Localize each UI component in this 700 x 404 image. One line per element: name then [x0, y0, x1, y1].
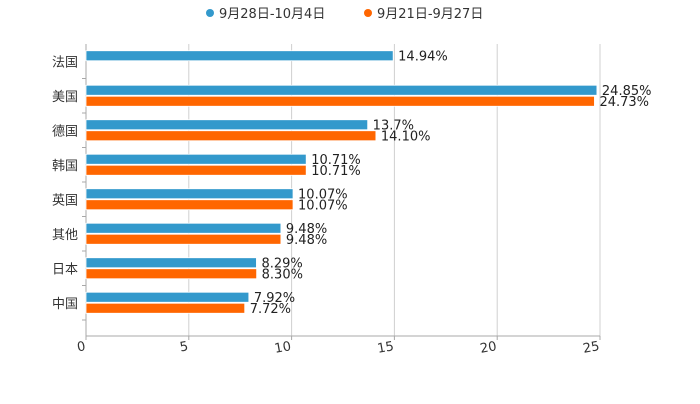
legend-label: 9月28日-10月4日 [219, 7, 325, 22]
data-label: 9.48% [286, 222, 327, 237]
legend: 9月28日-10月4日 9月21日-9月27日 [206, 7, 483, 22]
x-tick-label: 5 [179, 339, 190, 355]
bar-current-3[interactable] [85, 119, 369, 131]
x-tick-label: 0 [76, 339, 87, 355]
bar-current-2[interactable] [85, 84, 598, 96]
bar-previous-8[interactable] [85, 302, 246, 314]
bar-current-1[interactable] [85, 50, 394, 62]
data-label: 10.07% [298, 198, 348, 213]
category-label: 英国 [52, 193, 78, 208]
tick-labels: 0 5 10 15 20 25 [76, 339, 601, 357]
x-tick-label: 10 [273, 339, 292, 357]
data-label: 14.10% [381, 129, 431, 144]
bar-current-4[interactable] [85, 153, 307, 165]
bar-previous-5[interactable] [85, 199, 294, 211]
category-label: 韩国 [52, 159, 78, 174]
data-label: 13.7% [373, 118, 414, 133]
bar-current-5[interactable] [85, 188, 294, 200]
legend-marker [206, 9, 214, 17]
x-tick-label: 20 [479, 339, 498, 357]
category-label: 其他 [52, 228, 78, 243]
category-label: 日本 [52, 262, 78, 277]
category-label: 中国 [52, 297, 78, 312]
data-label: 10.07% [298, 187, 348, 202]
legend-item-2[interactable]: 9月21日-9月27日 [364, 7, 483, 22]
bar-current-6[interactable] [85, 222, 282, 234]
data-label: 7.92% [254, 291, 295, 306]
data-label: 24.73% [599, 95, 649, 110]
category-label: 美国 [52, 90, 78, 105]
x-tick-label: 25 [582, 339, 601, 357]
data-label: 10.71% [311, 164, 361, 179]
data-label: 10.71% [311, 153, 361, 168]
bar-current-8[interactable] [85, 291, 250, 303]
legend-label: 9月21日-9月27日 [377, 7, 483, 22]
legend-marker [364, 9, 372, 17]
data-label: 7.72% [250, 302, 291, 317]
bars [85, 50, 598, 314]
category-label: 德国 [52, 124, 78, 139]
data-label: 8.29% [261, 256, 302, 271]
data-label: 9.48% [286, 233, 327, 248]
bar-previous-7[interactable] [85, 268, 258, 280]
data-label: 24.85% [602, 84, 652, 99]
bar-previous-3[interactable] [85, 130, 377, 142]
bar-previous-6[interactable] [85, 233, 282, 245]
x-tick-label: 15 [376, 339, 395, 357]
data-label: 14.94% [398, 49, 448, 64]
value-labels: 14.94% 24.85%24.73% 13.7%14.10% 10.71%10.71… [250, 49, 652, 317]
bar-current-7[interactable] [85, 257, 257, 269]
bar-previous-2[interactable] [85, 95, 595, 107]
category-label: 法国 [52, 55, 78, 70]
bar-previous-4[interactable] [85, 164, 307, 176]
legend-item-1[interactable]: 9月28日-10月4日 [206, 7, 325, 22]
data-label: 8.30% [262, 267, 303, 282]
